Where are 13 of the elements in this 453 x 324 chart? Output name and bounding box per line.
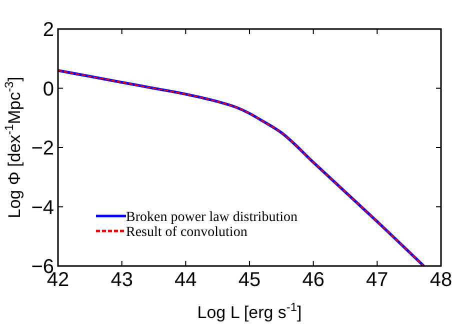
- y-tick-label: 0: [42, 78, 54, 100]
- legend-label: Result of convolution: [126, 225, 248, 240]
- x-axis-title: Log L [erg s$^{-1}$]: [197, 300, 302, 322]
- x-tick-label: 45: [238, 269, 261, 291]
- x-tick-label: 47: [366, 269, 388, 291]
- y-tick-label: 2: [42, 19, 54, 41]
- y-tick-label: −4: [31, 196, 54, 219]
- legend-label: Broken power law distribution: [126, 210, 298, 225]
- x-tick-label: 43: [110, 269, 133, 291]
- x-tick-label: 44: [174, 269, 197, 291]
- x-tick-label: 46: [302, 269, 324, 291]
- x-tick-label: 48: [430, 269, 452, 291]
- y-tick-label: −2: [31, 138, 54, 160]
